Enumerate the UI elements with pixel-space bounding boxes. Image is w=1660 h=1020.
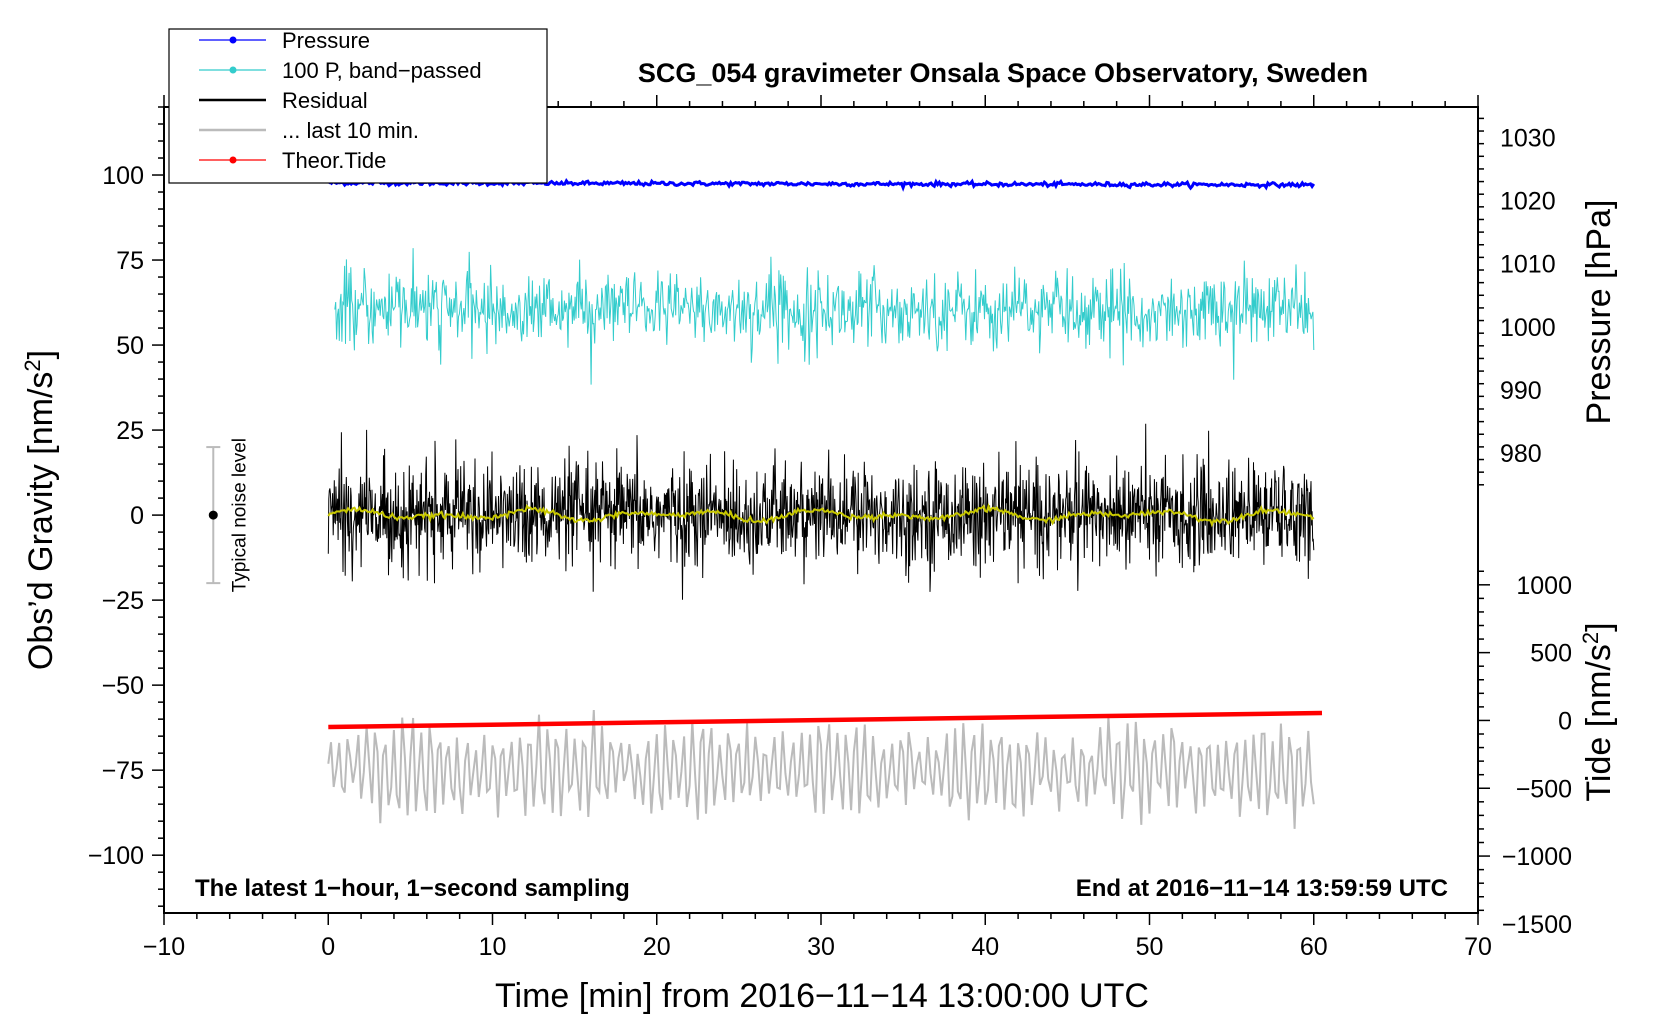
y-tick-label: −100 xyxy=(88,842,144,870)
y-axis-title-tide: Tide [nm/s2] xyxy=(1578,622,1618,801)
y-tick-label: 0 xyxy=(130,502,144,530)
pressure-tick-label: 1030 xyxy=(1500,124,1556,152)
series-residual-smoothed xyxy=(327,502,1315,528)
y-axis-title-tide-main: Tide [nm/s xyxy=(1580,644,1618,801)
legend-label: ... last 10 min. xyxy=(282,118,419,143)
y-axis-title-tide-sup: 2 xyxy=(1578,632,1603,644)
legend: Pressure 100 P, band−passed Residual ... la… xyxy=(168,28,548,184)
legend-marker xyxy=(229,36,237,44)
legend-label: Pressure xyxy=(282,28,370,53)
tide-tick-label: −1500 xyxy=(1502,911,1572,939)
annotation-end-time: End at 2016−11−14 13:59:59 UTC xyxy=(1076,875,1448,902)
x-tick-label: −10 xyxy=(143,933,185,961)
x-tick-label: 60 xyxy=(1300,933,1328,961)
tide-tick-label: 500 xyxy=(1530,640,1572,668)
x-tick-label: 40 xyxy=(971,933,999,961)
x-tick-label: 20 xyxy=(643,933,671,961)
y-tick-label: 25 xyxy=(116,417,144,445)
noise-level-label: Typical noise level xyxy=(229,438,250,592)
x-tick-label: 10 xyxy=(479,933,507,961)
pressure-tick-label: 1000 xyxy=(1500,314,1556,342)
y-tick-label: −75 xyxy=(102,757,144,785)
pressure-tick-label: 980 xyxy=(1500,440,1542,468)
y-tick-label: −50 xyxy=(102,672,144,700)
series-layer xyxy=(327,177,1323,829)
y-axis-title-tide-end: ] xyxy=(1580,622,1618,631)
tide-tick-label: 1000 xyxy=(1516,572,1572,600)
tide-tick-label: −500 xyxy=(1516,775,1572,803)
axes-layer: −10 0 10 20 30 40 50 60 701007550250−25−50−75−10… xyxy=(88,95,1572,961)
tide-tick-label: −1000 xyxy=(1502,843,1572,871)
x-tick-label: 0 xyxy=(321,933,335,961)
x-tick-label: 30 xyxy=(807,933,835,961)
y-axis-title-left-end: ] xyxy=(22,350,60,359)
tide-tick-label: 0 xyxy=(1558,707,1572,735)
series-residual xyxy=(327,423,1315,600)
y-axis-title-left-main: Obs’d Gravity [nm/s xyxy=(22,372,60,671)
y-tick-label: 100 xyxy=(102,162,144,190)
series-band-passed xyxy=(334,248,1315,385)
x-axis-title: Time [min] from 2016−11−14 13:00:00 UTC xyxy=(495,977,1149,1015)
legend-label: 100 P, band−passed xyxy=(282,58,482,83)
series-pressure xyxy=(327,177,1316,192)
pressure-tick-label: 1020 xyxy=(1500,188,1556,216)
legend-marker xyxy=(229,156,237,164)
y-axis-title-pressure: Pressure [hPa] xyxy=(1580,200,1618,425)
y-tick-label: 50 xyxy=(116,332,144,360)
series-last-10-min xyxy=(327,709,1315,829)
annotation-sampling: The latest 1−hour, 1−second sampling xyxy=(195,875,630,902)
noise-level-indicator: Typical noise level xyxy=(206,438,250,592)
pressure-tick-label: 1010 xyxy=(1500,251,1556,279)
y-tick-label: 75 xyxy=(116,247,144,275)
legend-marker xyxy=(229,66,237,74)
y-axis-title-left: Obs’d Gravity [nm/s2] xyxy=(20,350,60,670)
series-theor-tide xyxy=(328,710,1323,730)
legend-label: Theor.Tide xyxy=(282,148,386,173)
x-tick-label: 70 xyxy=(1464,933,1492,961)
noise-center-dot xyxy=(208,510,218,520)
legend-items: Pressure 100 P, band−passed Residual ... la… xyxy=(199,28,482,173)
x-tick-label: 50 xyxy=(1136,933,1164,961)
y-tick-label: −25 xyxy=(102,587,144,615)
y-axis-title-left-sup: 2 xyxy=(20,359,45,371)
legend-label: Residual xyxy=(282,88,368,113)
chart-title: SCG_054 gravimeter Onsala Space Observat… xyxy=(638,58,1368,88)
pressure-tick-label: 990 xyxy=(1500,377,1542,405)
